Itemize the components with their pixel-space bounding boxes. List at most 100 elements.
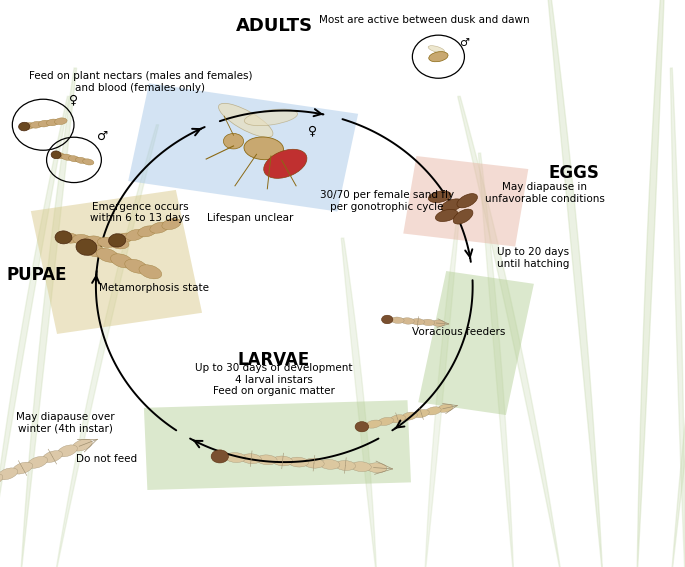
Ellipse shape	[38, 120, 51, 127]
Ellipse shape	[83, 159, 94, 165]
Text: ♀: ♀	[308, 124, 317, 137]
Ellipse shape	[457, 194, 477, 208]
Ellipse shape	[428, 46, 445, 53]
Ellipse shape	[428, 191, 451, 202]
Text: PUPAE: PUPAE	[7, 266, 67, 284]
Polygon shape	[403, 156, 528, 247]
Ellipse shape	[319, 459, 340, 469]
Ellipse shape	[241, 454, 262, 464]
Ellipse shape	[438, 404, 453, 412]
Ellipse shape	[73, 235, 92, 244]
Ellipse shape	[110, 239, 129, 249]
Text: ♂: ♂	[97, 129, 108, 142]
Ellipse shape	[97, 248, 119, 263]
Ellipse shape	[125, 259, 147, 273]
Ellipse shape	[110, 254, 134, 268]
Ellipse shape	[0, 468, 18, 480]
Polygon shape	[547, 0, 603, 567]
Ellipse shape	[30, 121, 42, 128]
Ellipse shape	[75, 157, 87, 163]
Ellipse shape	[441, 199, 463, 211]
Ellipse shape	[366, 463, 387, 473]
Polygon shape	[128, 83, 358, 211]
Polygon shape	[0, 96, 70, 567]
Polygon shape	[31, 190, 202, 334]
Ellipse shape	[225, 452, 246, 463]
Ellipse shape	[421, 319, 435, 325]
Ellipse shape	[76, 239, 97, 255]
Ellipse shape	[391, 317, 404, 323]
Ellipse shape	[60, 233, 79, 243]
Text: Metamorphosis state: Metamorphosis state	[99, 283, 209, 293]
Ellipse shape	[126, 230, 145, 240]
Text: ADULTS: ADULTS	[236, 16, 312, 35]
Ellipse shape	[401, 318, 414, 324]
Polygon shape	[425, 210, 460, 567]
Polygon shape	[671, 68, 685, 567]
Text: Emergence occurs
within 6 to 13 days: Emergence occurs within 6 to 13 days	[90, 202, 190, 223]
Ellipse shape	[47, 119, 59, 126]
Text: Do not feed: Do not feed	[75, 454, 137, 464]
Ellipse shape	[61, 154, 73, 160]
Text: EGGS: EGGS	[548, 164, 599, 182]
Ellipse shape	[0, 473, 3, 485]
Ellipse shape	[264, 149, 307, 179]
Ellipse shape	[244, 137, 284, 160]
Ellipse shape	[211, 450, 229, 463]
Ellipse shape	[355, 422, 369, 432]
Ellipse shape	[85, 236, 104, 246]
Text: May diapause over
winter (4th instar): May diapause over winter (4th instar)	[16, 412, 114, 433]
Ellipse shape	[109, 234, 126, 247]
Polygon shape	[144, 400, 411, 490]
Polygon shape	[419, 271, 534, 415]
Ellipse shape	[414, 409, 429, 418]
Ellipse shape	[55, 231, 72, 244]
Ellipse shape	[273, 456, 292, 466]
Ellipse shape	[219, 103, 273, 137]
Text: Up to 20 days
until hatching: Up to 20 days until hatching	[497, 247, 569, 269]
Text: LARVAE: LARVAE	[238, 351, 310, 369]
Text: Lifespan unclear: Lifespan unclear	[207, 213, 293, 223]
Text: ♂: ♂	[459, 39, 469, 49]
Polygon shape	[341, 238, 377, 567]
Ellipse shape	[68, 156, 79, 162]
Ellipse shape	[223, 133, 244, 149]
Polygon shape	[55, 125, 159, 567]
Ellipse shape	[382, 315, 393, 324]
Ellipse shape	[429, 52, 448, 62]
Text: Most are active between dusk and dawn: Most are active between dusk and dawn	[319, 15, 530, 25]
Polygon shape	[21, 68, 77, 567]
Ellipse shape	[390, 414, 406, 423]
Polygon shape	[478, 153, 514, 567]
Ellipse shape	[138, 226, 157, 237]
Text: May diapause in
unfavorable conditions: May diapause in unfavorable conditions	[485, 182, 605, 204]
Ellipse shape	[18, 122, 29, 131]
Ellipse shape	[366, 420, 382, 428]
Polygon shape	[458, 96, 562, 567]
Ellipse shape	[453, 209, 473, 224]
Ellipse shape	[114, 233, 133, 244]
Ellipse shape	[162, 218, 181, 230]
Ellipse shape	[150, 222, 169, 233]
Ellipse shape	[27, 456, 47, 468]
Ellipse shape	[432, 320, 445, 327]
Ellipse shape	[82, 243, 105, 257]
Ellipse shape	[411, 319, 425, 325]
Text: Voracious feeders: Voracious feeders	[412, 327, 506, 337]
Ellipse shape	[58, 445, 77, 457]
Text: Feed on plant nectars (males and females)
and blood (females only): Feed on plant nectars (males and females…	[29, 71, 252, 93]
Ellipse shape	[72, 439, 92, 451]
Ellipse shape	[335, 460, 356, 471]
Ellipse shape	[378, 417, 394, 425]
Ellipse shape	[97, 238, 116, 247]
Ellipse shape	[303, 458, 324, 468]
Ellipse shape	[12, 462, 33, 474]
Ellipse shape	[55, 118, 67, 125]
Text: Up to 30 days of development
4 larval instars
Feed on organic matter: Up to 30 days of development 4 larval in…	[195, 363, 353, 396]
Ellipse shape	[51, 151, 61, 159]
Ellipse shape	[42, 451, 62, 463]
Polygon shape	[637, 0, 666, 567]
Ellipse shape	[139, 265, 162, 279]
Ellipse shape	[54, 153, 65, 159]
Ellipse shape	[351, 462, 371, 472]
